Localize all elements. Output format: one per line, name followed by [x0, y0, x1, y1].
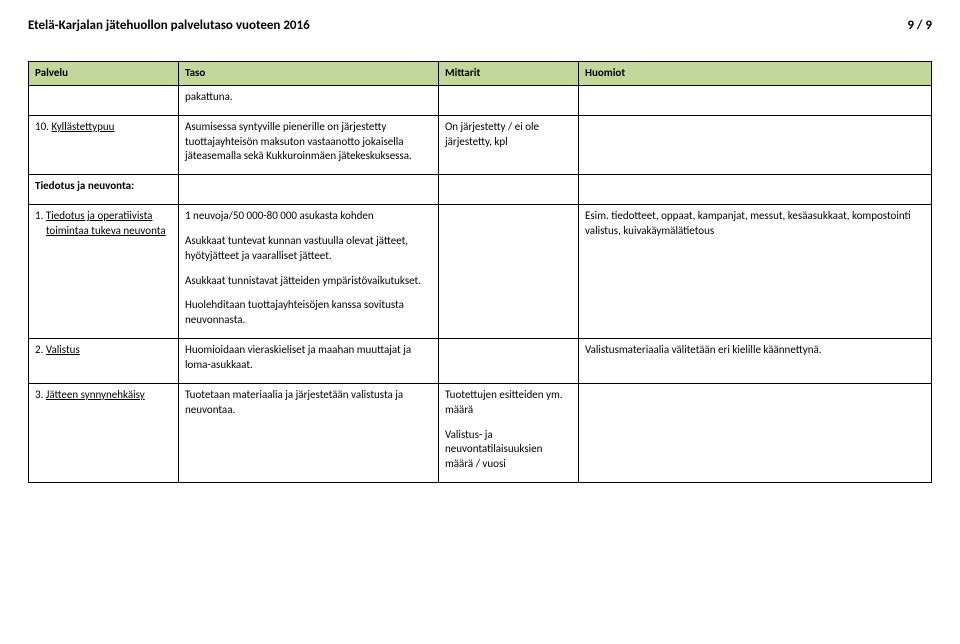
cell: Tuotetaan materiaalia ja järjestetään va…: [179, 383, 439, 482]
cell: [439, 175, 579, 205]
row-number: 1.: [35, 209, 43, 222]
col-mittarit: Mittarit: [439, 62, 579, 86]
cell: Esim. tiedotteet, oppaat, kampanjat, mes…: [579, 205, 932, 339]
cell-para: Huolehditaan tuottajayhteisöjen kanssa s…: [185, 298, 432, 328]
cell-para: 1 neuvoja/50 000-80 000 asukasta kohden: [185, 209, 432, 224]
page-header: Etelä-Karjalan jätehuollon palvelutaso v…: [28, 18, 932, 33]
cell: [579, 383, 932, 482]
row-number: 10.: [35, 120, 49, 133]
cell-para: Asukkaat tuntevat kunnan vastuulla oleva…: [185, 234, 432, 264]
cell: [439, 205, 579, 339]
cell: 3. Jätteen synnynehkäisy: [29, 383, 179, 482]
table-row: 1. Tiedotus ja operatiivista 1. toiminta…: [29, 205, 932, 339]
table-row: 3. Jätteen synnynehkäisy Tuotetaan mater…: [29, 383, 932, 482]
cell: Tuotettujen esitteiden ym. määrä Valistu…: [439, 383, 579, 482]
row-link[interactable]: Kyllästettypuu: [51, 120, 114, 133]
table-row: 2. Valistus Huomioidaan vieraskieliset j…: [29, 339, 932, 384]
row-number: 2.: [35, 343, 43, 356]
row-link[interactable]: Valistus: [46, 343, 80, 356]
row-link[interactable]: Jätteen synnynehkäisy: [46, 388, 145, 401]
cell: 1 neuvoja/50 000-80 000 asukasta kohden …: [179, 205, 439, 339]
row-link[interactable]: toimintaa tukeva neuvonta: [46, 224, 166, 237]
cell: 10. Kyllästettypuu: [29, 115, 179, 175]
document-title: Etelä-Karjalan jätehuollon palvelutaso v…: [28, 18, 310, 33]
table-row: 10. Kyllästettypuu Asumisessa syntyville…: [29, 115, 932, 175]
section-label: Tiedotus ja neuvonta:: [29, 175, 179, 205]
cell: [579, 175, 932, 205]
table-row: pakattuna.: [29, 85, 932, 115]
cell: 2. Valistus: [29, 339, 179, 384]
page: Etelä-Karjalan jätehuollon palvelutaso v…: [0, 0, 960, 483]
cell: [29, 85, 179, 115]
col-taso: Taso: [179, 62, 439, 86]
cell: [579, 85, 932, 115]
row-link[interactable]: Tiedotus ja operatiivista: [46, 209, 153, 222]
table-header-row: Palvelu Taso Mittarit Huomiot: [29, 62, 932, 86]
row-number: 3.: [35, 388, 43, 401]
col-huomiot: Huomiot: [579, 62, 932, 86]
cell: [179, 175, 439, 205]
cell: [439, 339, 579, 384]
col-palvelu: Palvelu: [29, 62, 179, 86]
cell: Huomioidaan vieraskieliset ja maahan muu…: [179, 339, 439, 384]
page-number: 9 / 9: [907, 18, 932, 33]
cell: [579, 115, 932, 175]
cell: 1. Tiedotus ja operatiivista 1. toiminta…: [29, 205, 179, 339]
cell: Valistusmateriaalia välitetään eri kieli…: [579, 339, 932, 384]
cell-para: Valistus- ja neuvontatilaisuuksien määrä…: [445, 428, 572, 473]
cell: Asumisessa syntyville pienerille on järj…: [179, 115, 439, 175]
cell: [439, 85, 579, 115]
cell: pakattuna.: [179, 85, 439, 115]
cell-para: Tuotettujen esitteiden ym. määrä: [445, 388, 572, 418]
cell: On järjestetty / ei ole järjestetty, kpl: [439, 115, 579, 175]
section-row: Tiedotus ja neuvonta:: [29, 175, 932, 205]
service-table: Palvelu Taso Mittarit Huomiot pakattuna.…: [28, 61, 932, 483]
cell-para: Asukkaat tunnistavat jätteiden ympäristö…: [185, 274, 432, 289]
